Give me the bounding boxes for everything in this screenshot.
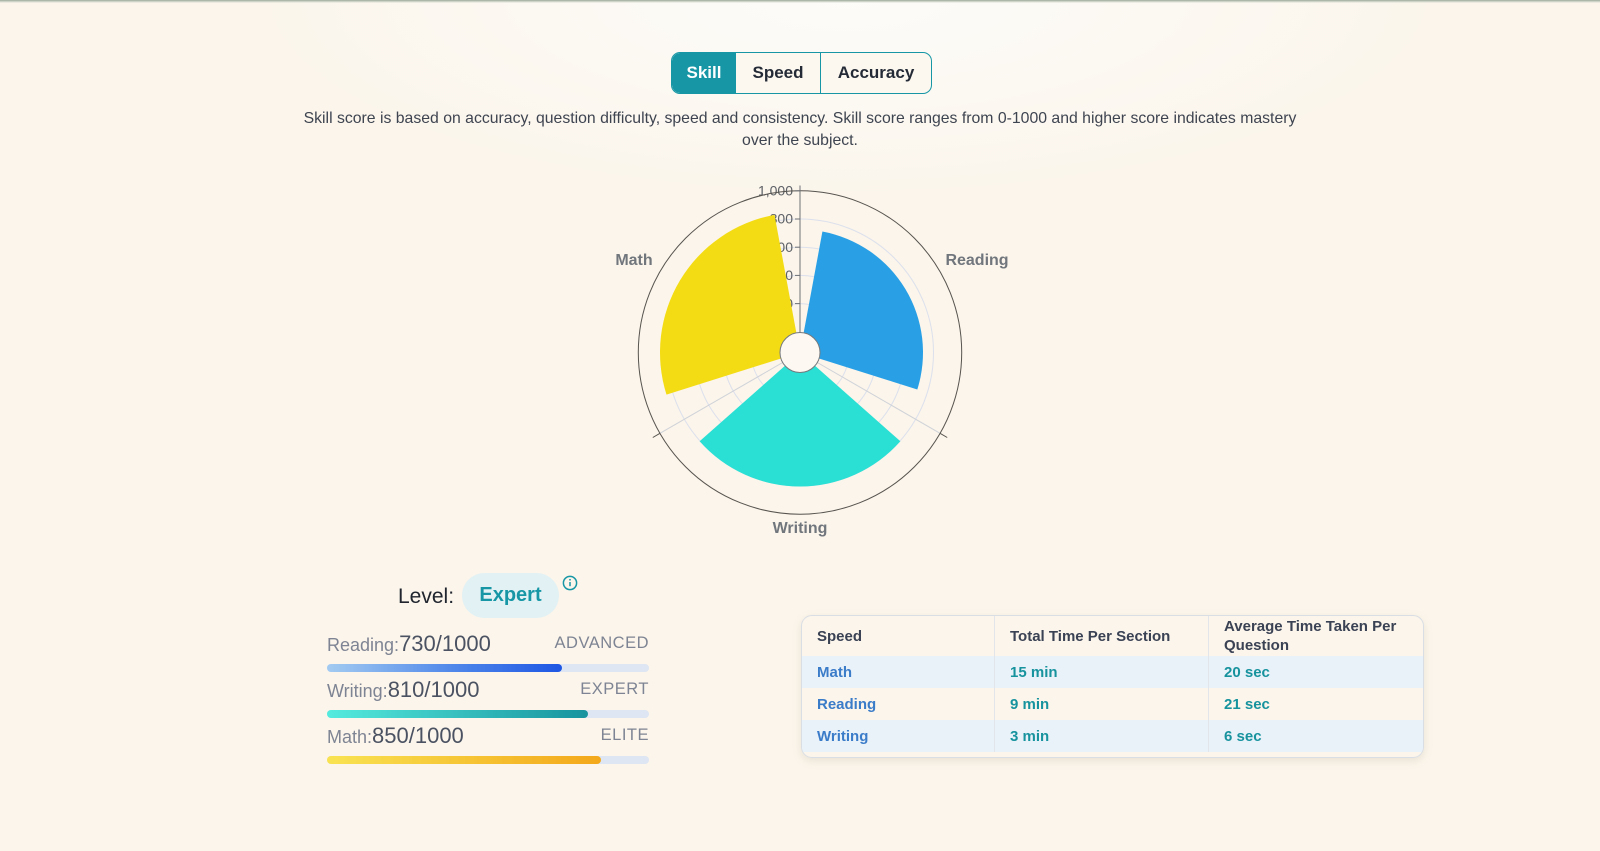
svg-text:Writing: Writing <box>773 520 828 537</box>
svg-text:Math: Math <box>615 252 652 269</box>
svg-text:Reading: Reading <box>945 252 1008 269</box>
svg-text:1,000: 1,000 <box>758 183 793 199</box>
